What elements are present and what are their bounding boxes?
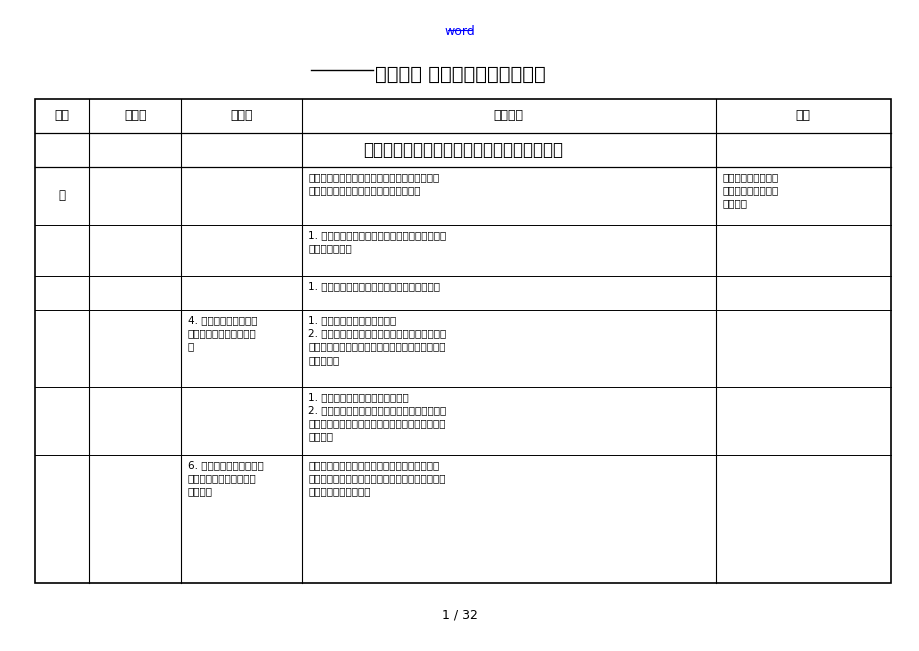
Text: 危险点: 危险点 [230,109,253,122]
Text: 基坑开挖、支模桩正或混凝土浇制时应将基面上
浮石、松石或坑边浮石、土块清除掉，避免施工时
活石掉下砸伤施工人员: 基坑开挖、支模桩正或混凝土浇制时应将基面上 浮石、松石或坑边浮石、土块清除掉，避… [308,460,445,497]
Text: 1. 开春化冻后土质容易塌方；
2. 流沙坑也容易塌方。以上这两种情况施工时应
派专人安全监护，随时检查坑是否有裂纹现象，做
到安全监护: 1. 开春化冻后土质容易塌方； 2. 流沙坑也容易塌方。以上这两种情况施工时应 … [308,315,446,365]
Text: 电力建设 危险点分析及控制措施: 电力建设 危险点分析及控制措施 [374,65,545,84]
Text: 1. 土质不符合要求不许掏挖施工；
2. 为防止掏挖基础施工时塌方，必须使用沉降式
挡土模板，上、下坑时使用绳索或梯子，并没有安
全监护人: 1. 土质不符合要求不许掏挖施工； 2. 为防止掏挖基础施工时塌方，必须使用沉降… [308,392,446,441]
Text: 序号: 序号 [54,109,70,122]
Text: word: word [444,25,475,38]
Text: 1. 工作票中要明确规定基坑许多人同时作业；: 1. 工作票中要明确规定基坑许多人同时作业； [308,281,439,291]
Text: 一: 一 [59,189,65,202]
Text: 依据: 依据 [795,109,810,122]
Text: 《电力建设安全工作
规程》（架空输电线
路部分）: 《电力建设安全工作 规程》（架空输电线 路部分） [721,172,777,208]
Text: 基础施工前对施工人员进行安全技术次底，没进
行安全技术交底，施工人员有权拒绝施工: 基础施工前对施工人员进行安全技术次底，没进 行安全技术交底，施工人员有权拒绝施工 [308,172,439,195]
Text: 6. 基坑开挖、支模找正，
浇制时基面或坑口边有土
块、活石: 6. 基坑开挖、支模找正， 浇制时基面或坑口边有土 块、活石 [187,460,263,497]
Bar [35,99,890,583]
Text: 1. 在林区施工时必须遵守当地的林区防火规定，
林区禁止吸烟。: 1. 在林区施工时必须遵守当地的林区防火规定， 林区禁止吸烟。 [308,230,446,254]
Text: 控制措施: 控制措施 [494,109,523,122]
Text: 工作容: 工作容 [124,109,146,122]
Text: 架空电力线路工程施工危险点分析及控制措施: 架空电力线路工程施工危险点分析及控制措施 [362,141,562,159]
Text: 1 / 32: 1 / 32 [442,609,477,622]
Text: 4. 开春后土质松软；流
沙坑施工时无专人安全监
护: 4. 开春后土质松软；流 沙坑施工时无专人安全监 护 [187,315,257,352]
